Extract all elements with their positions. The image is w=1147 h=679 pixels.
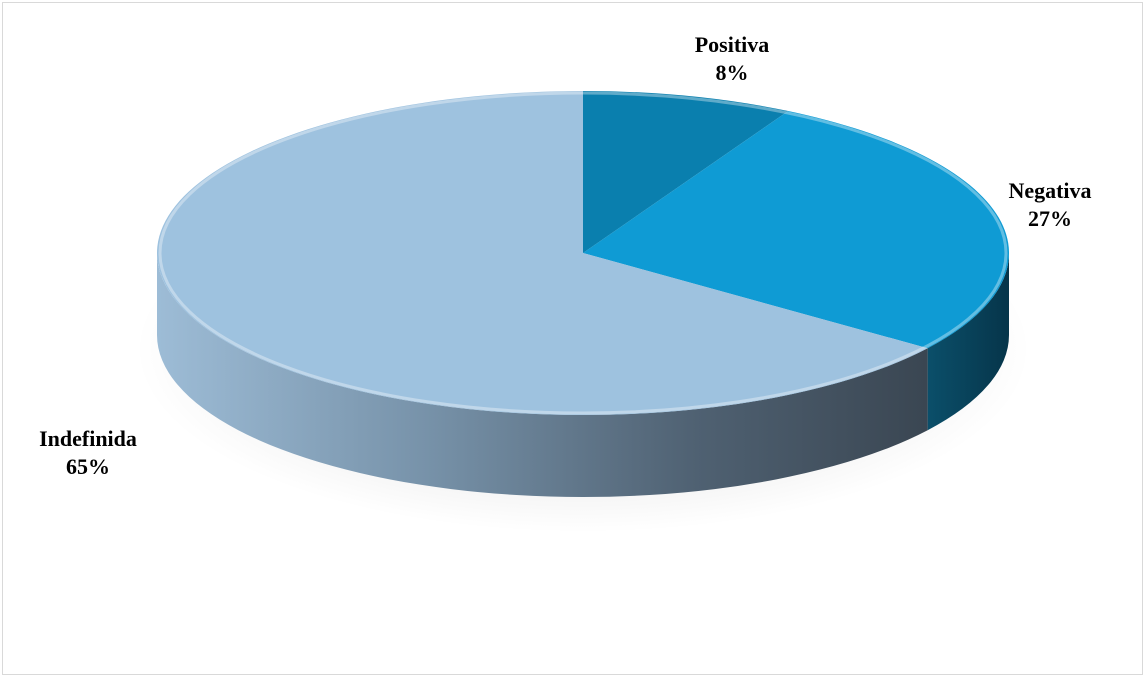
label-indefinida-name: Indefinida (39, 426, 137, 451)
label-negativa-name: Negativa (1008, 178, 1091, 203)
pie-side-negativa (927, 253, 1009, 431)
label-indefinida-percent: 65% (66, 454, 110, 479)
pie-slice-positiva (583, 91, 789, 253)
pie-side-indefinida (157, 253, 928, 497)
label-positiva-percent: 8% (716, 60, 749, 85)
pie-slice-negativa (583, 111, 1009, 349)
label-negativa-percent: 27% (1028, 206, 1072, 231)
pie-slice-indefinida (156, 91, 928, 415)
pie-rim-highlight (158, 91, 1008, 415)
label-positiva-name: Positiva (695, 32, 770, 57)
